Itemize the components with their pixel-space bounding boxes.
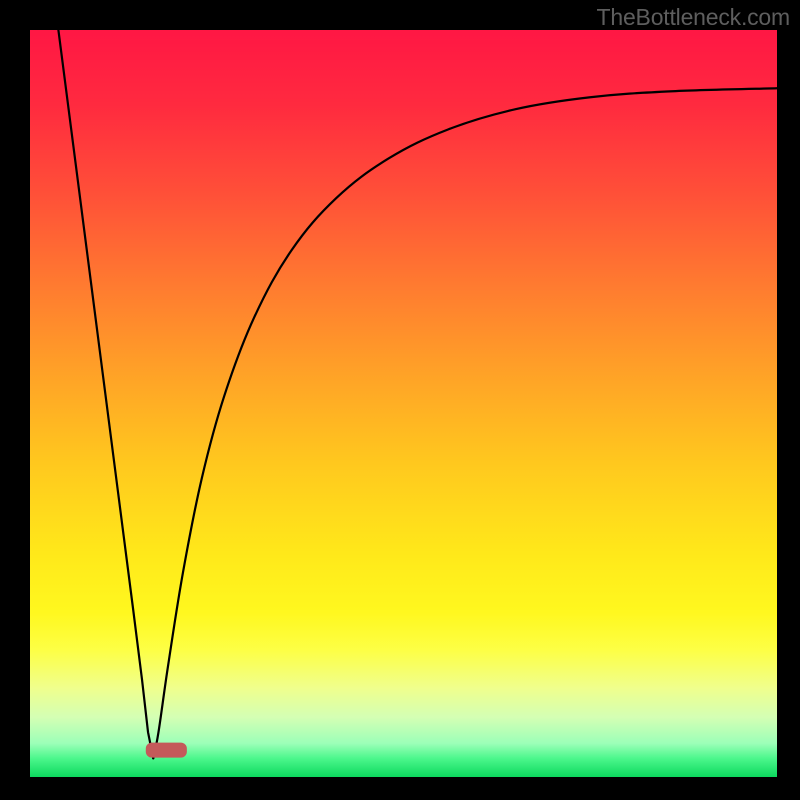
bottleneck-chart: TheBottleneck.com	[0, 0, 800, 800]
chart-background	[30, 30, 777, 777]
chart-svg	[0, 0, 800, 800]
optimal-marker	[146, 743, 187, 758]
watermark-text: TheBottleneck.com	[597, 4, 790, 31]
